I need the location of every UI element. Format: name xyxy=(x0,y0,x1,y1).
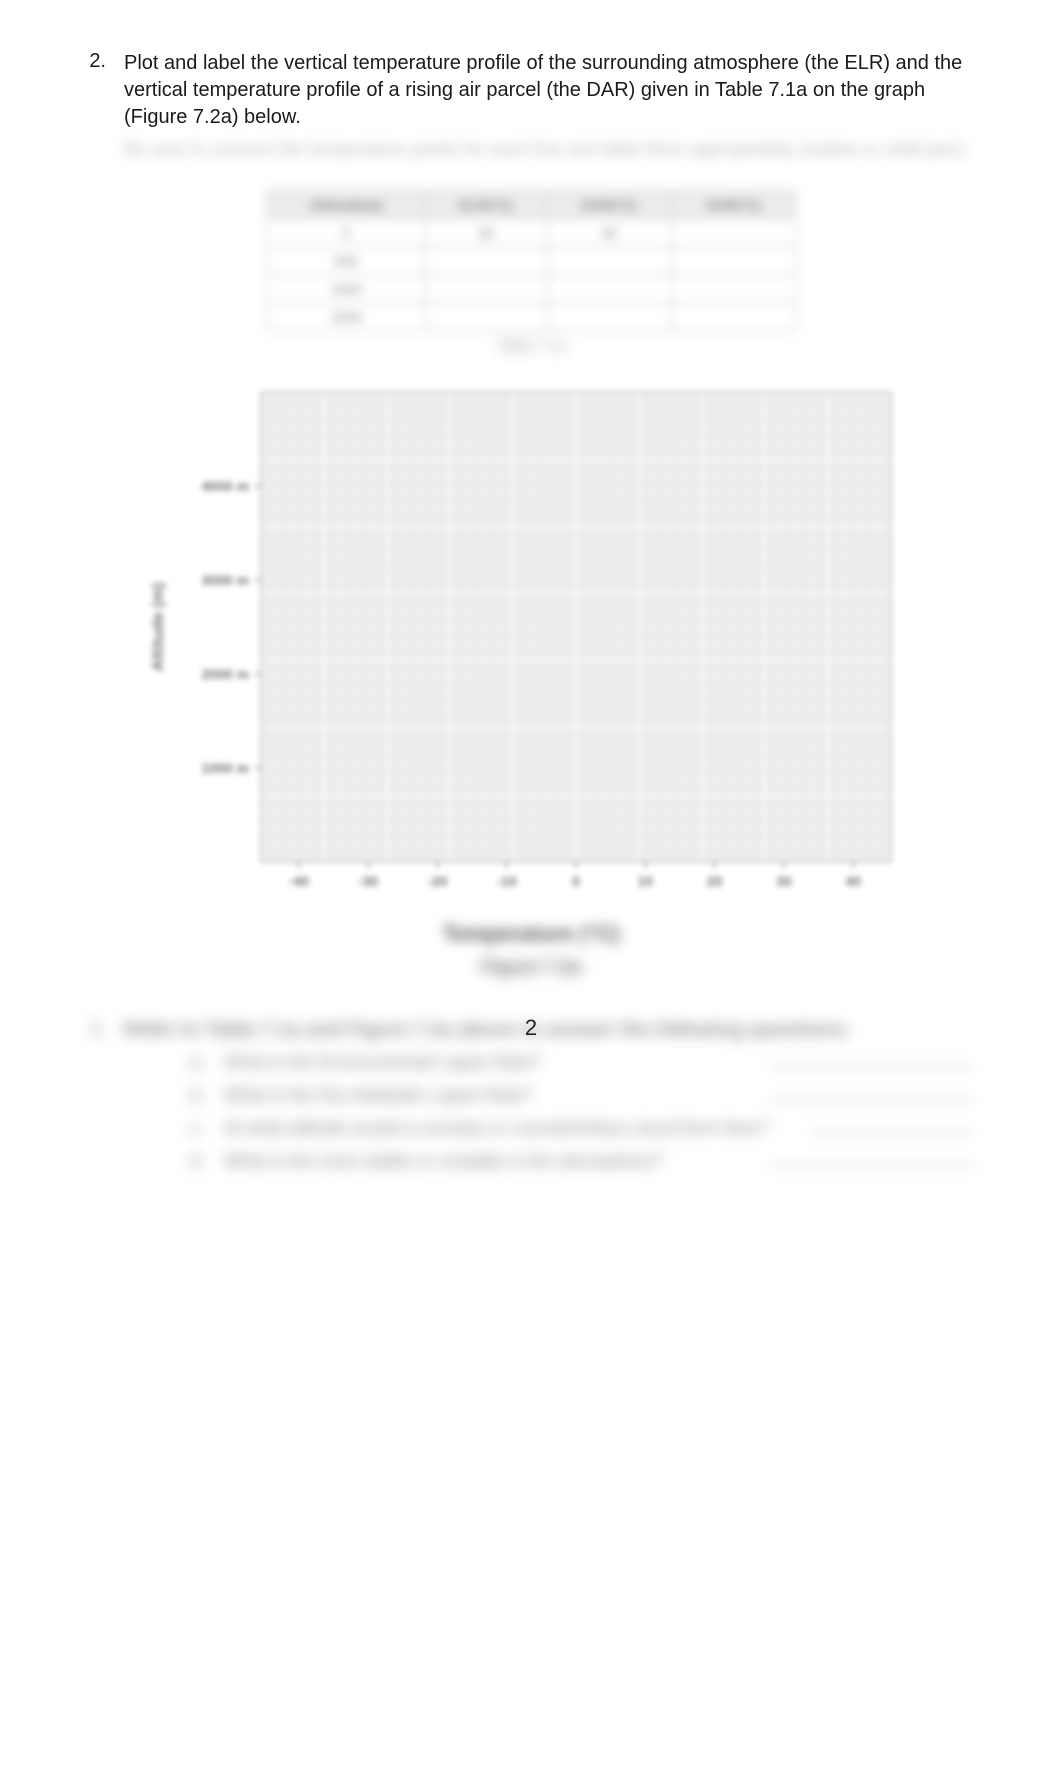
col-header: ELR(°C) xyxy=(426,191,547,219)
data-table: Altitude(m) ELR(°C) DAR(°C) SAR(°C) 0 30… xyxy=(266,190,796,331)
sub-letter: c. xyxy=(190,1118,210,1139)
sub-letter: a. xyxy=(190,1052,210,1073)
sub-text: What is the Dry Adiabatic Lapse Rate? xyxy=(224,1085,758,1106)
data-table-wrap: Altitude(m) ELR(°C) DAR(°C) SAR(°C) 0 30… xyxy=(266,190,796,354)
table-row: 500 xyxy=(267,247,796,275)
table-caption: Table 7.1a xyxy=(266,337,796,354)
answer-line xyxy=(772,1085,972,1101)
svg-text:40: 40 xyxy=(845,873,861,889)
question-number: 2. xyxy=(80,50,106,73)
sub-question-c: c. At what altitude would a cumulus or c… xyxy=(190,1118,972,1139)
grid-chart-svg: 1000 m 2000 m 3000 m 4000 m -40 -30 -20 -10 0 10 2… xyxy=(141,382,921,902)
question-3: 3. Refer to Table 7.1a and Figure 7.2a a… xyxy=(60,1019,1002,1172)
question-2-subtext: Be sure to connect the temperature point… xyxy=(124,139,982,160)
svg-text:0: 0 xyxy=(572,873,580,889)
svg-text:-40: -40 xyxy=(289,873,309,889)
col-header: DAR(°C) xyxy=(547,191,672,219)
chart-wrap: 1000 m 2000 m 3000 m 4000 m -40 -30 -20 -10 0 10 2… xyxy=(141,382,921,979)
svg-text:1000 m: 1000 m xyxy=(202,760,249,776)
svg-text:-30: -30 xyxy=(358,873,378,889)
col-header: Altitude(m) xyxy=(267,191,426,219)
chart-caption: Figure 7.2a xyxy=(141,957,921,979)
answer-line xyxy=(812,1118,972,1134)
answer-line xyxy=(772,1052,972,1068)
svg-text:Altitude (m): Altitude (m) xyxy=(150,583,167,672)
cell: 500 xyxy=(267,247,426,275)
question-2: 2. Plot and label the vertical temperatu… xyxy=(80,50,982,131)
svg-text:10: 10 xyxy=(638,873,654,889)
sub-question-a: a. What is the Environmental Lapse Rate? xyxy=(190,1052,972,1073)
svg-text:-10: -10 xyxy=(497,873,517,889)
x-axis-label: Temperature (°C) xyxy=(141,921,921,947)
cell: 30 xyxy=(426,219,547,247)
cell xyxy=(672,275,796,303)
svg-text:4000 m: 4000 m xyxy=(202,478,249,494)
cell xyxy=(672,247,796,275)
cell xyxy=(547,303,672,331)
table-row: 1500 xyxy=(267,303,796,331)
sub-letter: d. xyxy=(190,1151,210,1172)
cell xyxy=(547,275,672,303)
svg-text:3000 m: 3000 m xyxy=(202,572,249,588)
svg-text:30: 30 xyxy=(776,873,792,889)
page-number: 2 xyxy=(0,1015,1062,1041)
sub-text: At what altitude would a cumulus or cumu… xyxy=(224,1118,798,1139)
svg-text:-20: -20 xyxy=(427,873,447,889)
cell: 1000 xyxy=(267,275,426,303)
svg-text:20: 20 xyxy=(707,873,723,889)
cell xyxy=(426,303,547,331)
question-text: Plot and label the vertical temperature … xyxy=(124,50,982,131)
table-row: 1000 xyxy=(267,275,796,303)
cell: 1500 xyxy=(267,303,426,331)
cell xyxy=(672,303,796,331)
cell xyxy=(547,247,672,275)
table-header-row: Altitude(m) ELR(°C) DAR(°C) SAR(°C) xyxy=(267,191,796,219)
svg-text:2000 m: 2000 m xyxy=(202,666,249,682)
sub-text: What is the most stable or unstable is t… xyxy=(224,1151,758,1172)
cell xyxy=(672,219,796,247)
table-row: 0 30 30 xyxy=(267,219,796,247)
cell xyxy=(426,247,547,275)
sub-question-d: d. What is the most stable or unstable i… xyxy=(190,1151,972,1172)
cell: 0 xyxy=(267,219,426,247)
chart: 1000 m 2000 m 3000 m 4000 m -40 -30 -20 -10 0 10 2… xyxy=(141,382,921,907)
col-header: SAR(°C) xyxy=(672,191,796,219)
sub-text: What is the Environmental Lapse Rate? xyxy=(224,1052,758,1073)
cell xyxy=(426,275,547,303)
sub-letter: b. xyxy=(190,1085,210,1106)
answer-line xyxy=(772,1151,972,1167)
sub-question-list: a. What is the Environmental Lapse Rate?… xyxy=(190,1052,972,1172)
sub-question-b: b. What is the Dry Adiabatic Lapse Rate? xyxy=(190,1085,972,1106)
page: 2. Plot and label the vertical temperatu… xyxy=(0,0,1062,1771)
cell: 30 xyxy=(547,219,672,247)
